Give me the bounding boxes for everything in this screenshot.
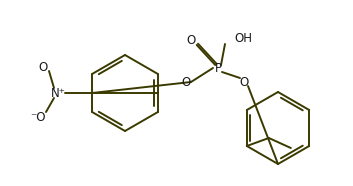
Text: P: P	[215, 62, 221, 75]
Text: O: O	[239, 76, 249, 89]
Text: O: O	[181, 76, 191, 89]
Text: O: O	[38, 60, 48, 73]
Text: O: O	[186, 33, 196, 46]
Text: OH: OH	[234, 31, 252, 44]
Text: N⁺: N⁺	[50, 86, 65, 100]
Text: ⁻O: ⁻O	[30, 110, 46, 124]
